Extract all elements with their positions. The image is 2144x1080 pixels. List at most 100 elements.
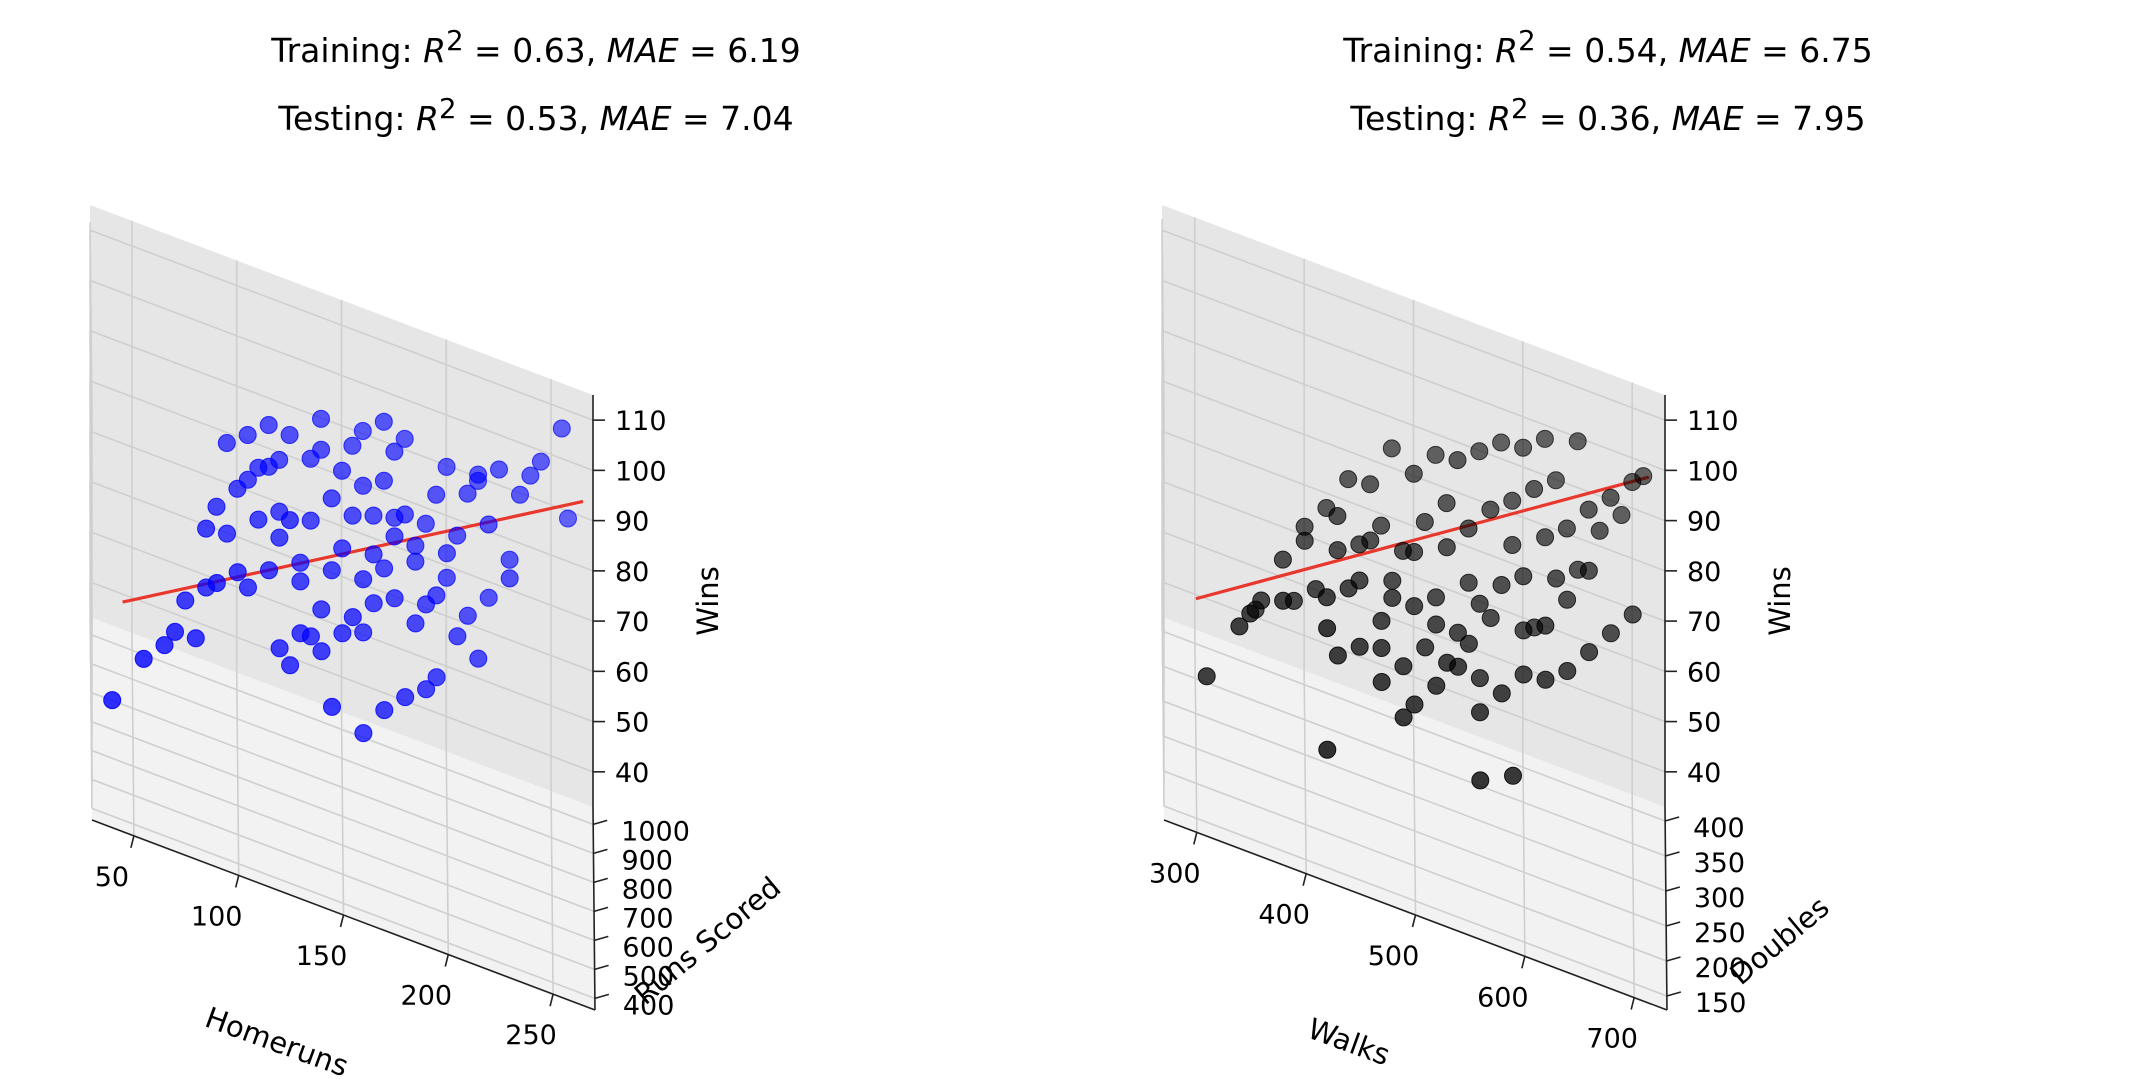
z-tick-label: 60 (1687, 657, 1721, 688)
data-point (1492, 684, 1511, 703)
data-point (323, 697, 341, 716)
data-point (1471, 703, 1489, 722)
x-tick-label: 300 (1149, 858, 1201, 889)
data-point (1504, 766, 1522, 785)
y-tick-label: 700 (622, 903, 674, 934)
data-point (1350, 637, 1369, 656)
data-point (166, 622, 184, 641)
data-point (176, 591, 195, 610)
data-point (1328, 646, 1347, 665)
data-point (1448, 623, 1467, 642)
y-tick-label: 300 (1694, 883, 1746, 914)
y-tick-label: 400 (1693, 813, 1745, 844)
y-tick (594, 993, 610, 1000)
data-point (1372, 673, 1391, 691)
y-tick (594, 935, 609, 942)
x-gridline (235, 672, 240, 876)
data-point (291, 553, 310, 572)
data-point (1361, 475, 1380, 494)
data-point (437, 568, 456, 587)
grid-lines (89, 220, 596, 1000)
right-3d-scatter-plot: 300 400 500 600 700 150 200 250 300 350 400 40 50 60 7… (1149, 205, 1836, 1072)
z-gridline (1161, 230, 1165, 434)
z-tick-label: 80 (615, 557, 649, 588)
data-point (1579, 500, 1598, 519)
data-point (1197, 667, 1216, 686)
z-gridline (89, 230, 93, 434)
data-point (312, 642, 331, 661)
z-gridline (1161, 480, 1666, 673)
data-point (354, 623, 373, 642)
data-point (500, 569, 519, 588)
data-point (1514, 665, 1533, 684)
x-tick-label: 400 (1258, 900, 1310, 931)
data-point (301, 511, 320, 530)
data-point (1546, 471, 1565, 490)
data-point (1427, 615, 1446, 634)
x-tick-label: 150 (296, 941, 348, 972)
y-gridline (91, 807, 596, 1000)
x-tick (444, 954, 450, 967)
fit-line (1195, 475, 1650, 601)
z-gridline (89, 279, 594, 472)
data-point (1241, 604, 1260, 623)
y-gridline (90, 691, 595, 884)
x-tick (1521, 956, 1526, 969)
data-point (103, 691, 122, 710)
data-point (1492, 433, 1511, 452)
x-gridline (550, 791, 554, 995)
data-point (1535, 429, 1554, 448)
z-tick-label: 70 (615, 607, 649, 638)
x-gridline (1522, 753, 1526, 957)
data-point (270, 639, 289, 658)
z-tick-label: 40 (615, 758, 649, 789)
data-point (1318, 619, 1337, 638)
data-point (343, 608, 362, 627)
x-axis-title: Walks (1303, 1011, 1394, 1072)
data-point (1470, 594, 1489, 613)
z-gridline (1161, 430, 1666, 622)
z-tick-label: 40 (1687, 758, 1721, 789)
data-point (1372, 516, 1391, 535)
right-chart-panel: Training: R2 = 0.54, MAE = 6.75 Testing:… (1072, 0, 2144, 1080)
x-tick-label: 200 (401, 981, 453, 1012)
y-tick-label: 400 (623, 990, 675, 1021)
z-axis-title: Wins (691, 566, 725, 636)
z-gridline (1161, 329, 1666, 522)
x-tick (130, 835, 135, 849)
data-point (1318, 740, 1337, 759)
y-gridline (1162, 700, 1667, 892)
data-point (479, 515, 498, 534)
data-point (354, 570, 373, 589)
data-point (322, 489, 341, 508)
y-tick-label: 250 (1694, 918, 1746, 949)
scatter-points (103, 409, 577, 743)
z-gridline (89, 581, 594, 773)
y-gridline (91, 778, 595, 971)
data-point (1382, 439, 1401, 458)
x-gridline (1303, 670, 1307, 874)
data-point (1405, 543, 1424, 561)
y-tick-label: 800 (622, 874, 674, 905)
data-point (1448, 451, 1467, 470)
data-point (364, 545, 383, 564)
data-point (1525, 480, 1544, 498)
z-tick-label: 70 (1687, 607, 1721, 638)
data-point (217, 434, 236, 452)
x-tick-label: 500 (1368, 941, 1420, 972)
data-point (374, 412, 393, 431)
data-point (322, 561, 341, 580)
data-point (1634, 467, 1653, 486)
data-point (417, 595, 435, 614)
data-point (259, 416, 278, 434)
x-gridline (1412, 711, 1417, 916)
data-point (238, 426, 257, 444)
data-point (1601, 488, 1620, 507)
right-title-training: Training: R2 = 0.54, MAE = 6.75 (1343, 25, 1873, 70)
y-tick-label: 150 (1695, 988, 1747, 1019)
data-point (1558, 590, 1577, 609)
z-gridline (89, 229, 594, 421)
x-tick-label: 700 (1586, 1024, 1638, 1055)
data-point (1328, 507, 1347, 525)
